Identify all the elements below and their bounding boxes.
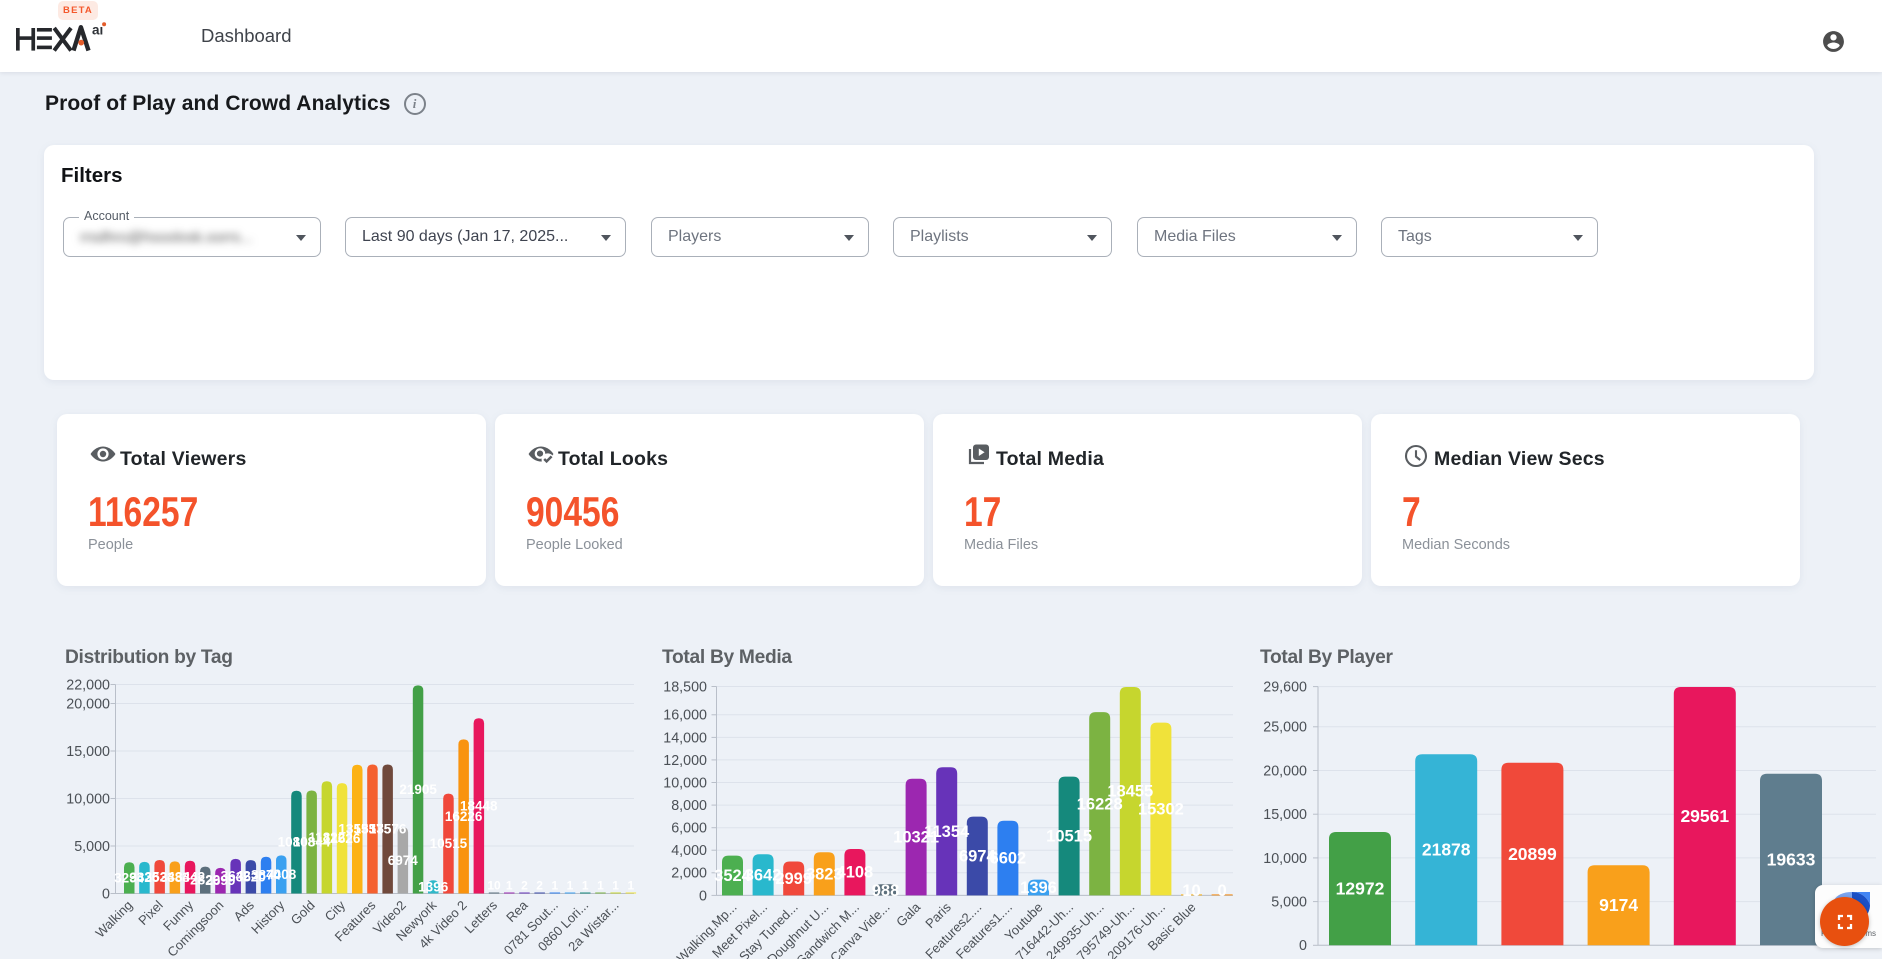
svg-text:10515: 10515 — [1046, 828, 1092, 846]
svg-text:5,000: 5,000 — [1271, 895, 1307, 911]
svg-text:1: 1 — [567, 879, 574, 893]
svg-text:6,000: 6,000 — [671, 821, 707, 837]
svg-text:29,600: 29,600 — [1263, 680, 1307, 696]
svg-text:Distribution by Tag: Distribution by Tag — [65, 647, 233, 668]
svg-text:10515: 10515 — [430, 836, 468, 851]
svg-text:1: 1 — [506, 879, 513, 893]
svg-text:0: 0 — [102, 886, 110, 902]
svg-text:20,000: 20,000 — [66, 696, 110, 712]
svg-text:6974: 6974 — [388, 853, 419, 868]
svg-text:3294: 3294 — [114, 870, 145, 885]
svg-text:3383: 3383 — [160, 870, 191, 885]
svg-text:0: 0 — [1299, 938, 1307, 954]
svg-text:1: 1 — [612, 879, 619, 893]
svg-text:21905: 21905 — [399, 782, 437, 797]
svg-text:10844: 10844 — [293, 835, 331, 850]
svg-text:10,000: 10,000 — [66, 791, 110, 807]
svg-text:15,000: 15,000 — [66, 744, 110, 760]
svg-text:3524: 3524 — [714, 867, 752, 885]
svg-text:20,000: 20,000 — [1263, 763, 1307, 779]
svg-text:16228: 16228 — [1077, 795, 1123, 813]
svg-text:13553: 13553 — [338, 822, 376, 837]
svg-text:13576: 13576 — [369, 822, 407, 837]
svg-text:1: 1 — [551, 879, 558, 893]
svg-text:11626: 11626 — [324, 831, 361, 846]
svg-text:0: 0 — [699, 888, 707, 904]
svg-text:16,000: 16,000 — [663, 708, 707, 724]
svg-text:3326: 3326 — [129, 870, 160, 885]
svg-text:Gold: Gold — [288, 898, 318, 928]
svg-text:10321: 10321 — [893, 829, 939, 847]
svg-text:18448: 18448 — [460, 798, 498, 813]
svg-text:10,000: 10,000 — [1263, 851, 1307, 867]
svg-text:18455: 18455 — [1107, 783, 1153, 801]
svg-text:1396: 1396 — [418, 879, 449, 894]
svg-text:2: 2 — [536, 879, 543, 893]
svg-text:16226: 16226 — [445, 809, 483, 824]
svg-text:4,000: 4,000 — [671, 843, 707, 859]
svg-text:3823: 3823 — [806, 865, 843, 883]
svg-text:2829: 2829 — [190, 873, 220, 888]
svg-text:3642: 3642 — [745, 866, 782, 884]
svg-text:10: 10 — [1182, 882, 1200, 900]
svg-text:0: 0 — [1218, 882, 1227, 900]
svg-text:21878: 21878 — [1422, 840, 1471, 860]
svg-text:11822: 11822 — [309, 830, 346, 845]
svg-text:3442: 3442 — [175, 870, 205, 885]
svg-text:15302: 15302 — [1138, 801, 1184, 819]
svg-text:18,500: 18,500 — [663, 679, 707, 695]
svg-text:Gala: Gala — [893, 899, 924, 930]
svg-text:22,000: 22,000 — [66, 677, 110, 693]
svg-text:988: 988 — [872, 882, 900, 900]
svg-text:3874: 3874 — [251, 868, 282, 883]
svg-text:13575: 13575 — [354, 822, 392, 837]
svg-text:1: 1 — [627, 879, 634, 893]
svg-text:6602: 6602 — [990, 850, 1027, 868]
svg-text:10: 10 — [487, 879, 501, 893]
svg-text:4108: 4108 — [837, 864, 874, 882]
svg-text:25,000: 25,000 — [1263, 720, 1307, 736]
svg-text:3524: 3524 — [145, 869, 176, 884]
svg-text:3642: 3642 — [221, 869, 251, 884]
svg-text:8,000: 8,000 — [671, 798, 707, 814]
svg-text:1: 1 — [582, 879, 589, 893]
svg-text:10,000: 10,000 — [663, 775, 707, 791]
svg-text:4008: 4008 — [266, 867, 297, 882]
svg-text:19633: 19633 — [1767, 850, 1816, 870]
svg-text:5,000: 5,000 — [74, 839, 110, 855]
svg-text:aı: aı — [92, 23, 103, 38]
svg-text:Walking: Walking — [92, 898, 135, 941]
svg-text:Total By Player: Total By Player — [1260, 647, 1394, 668]
svg-text:2999: 2999 — [775, 870, 812, 888]
svg-text:6974: 6974 — [959, 848, 997, 866]
svg-text:12,000: 12,000 — [663, 753, 707, 769]
svg-text:14,000: 14,000 — [663, 730, 707, 746]
svg-text:Letters: Letters — [461, 897, 500, 936]
svg-text:2: 2 — [521, 879, 528, 893]
svg-text:11354: 11354 — [924, 823, 970, 841]
svg-text:1396: 1396 — [1020, 879, 1057, 897]
svg-text:29561: 29561 — [1680, 806, 1729, 826]
svg-text:12972: 12972 — [1336, 879, 1385, 899]
svg-text:20899: 20899 — [1508, 844, 1557, 864]
svg-text:2699: 2699 — [205, 873, 235, 888]
svg-text:15,000: 15,000 — [1263, 807, 1307, 823]
svg-text:History: History — [248, 897, 288, 937]
svg-text:10808: 10808 — [278, 835, 316, 850]
svg-text:Total By Media: Total By Media — [662, 647, 792, 668]
svg-text:1: 1 — [597, 879, 604, 893]
svg-text:9174: 9174 — [1599, 895, 1638, 915]
svg-text:3520: 3520 — [236, 869, 266, 884]
svg-text:2,000: 2,000 — [671, 866, 707, 882]
